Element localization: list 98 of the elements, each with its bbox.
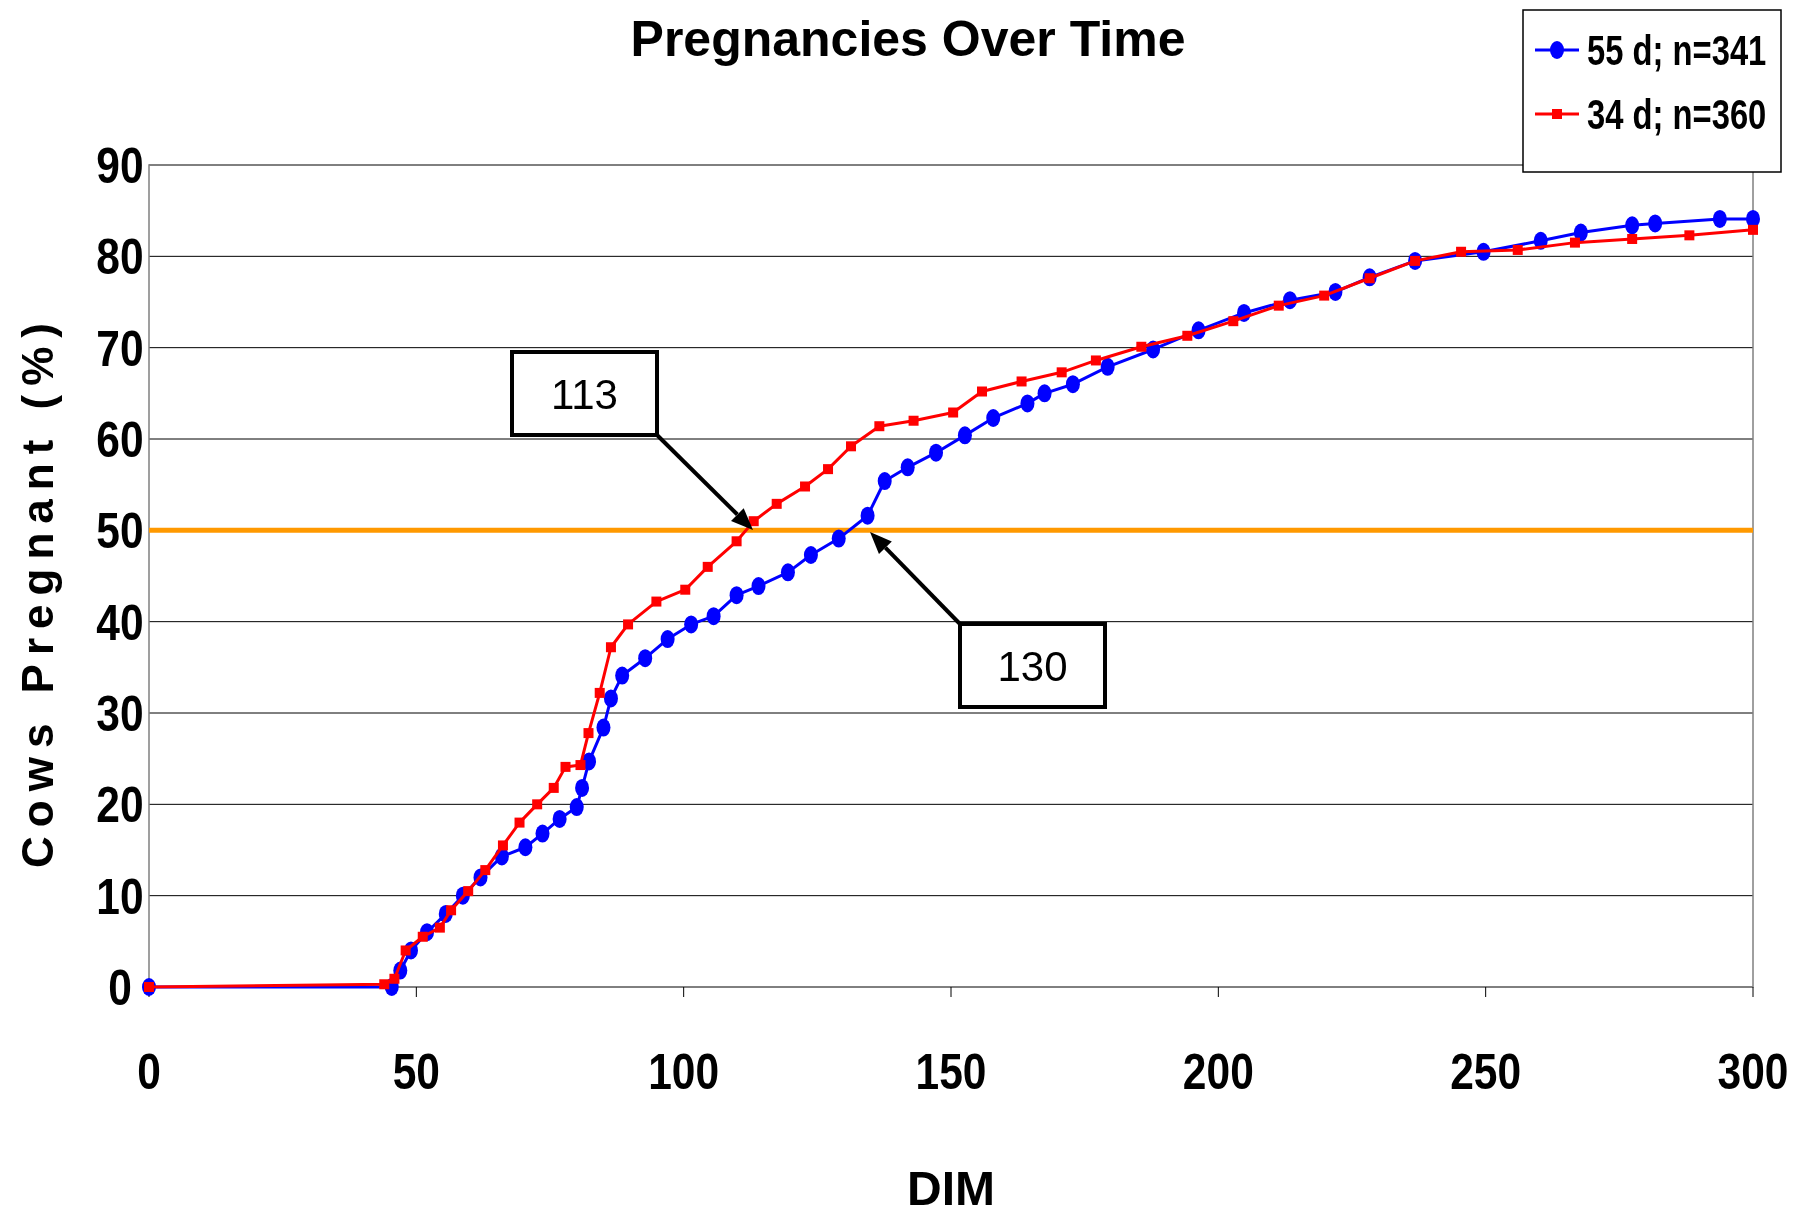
point xyxy=(560,761,571,772)
point xyxy=(1573,223,1588,242)
point xyxy=(463,886,474,897)
point xyxy=(706,607,721,626)
point xyxy=(1627,233,1638,244)
point xyxy=(638,649,653,668)
point xyxy=(1020,394,1035,413)
annotation: 113 xyxy=(551,370,618,418)
point xyxy=(1569,237,1580,248)
y-tick-label: 30 xyxy=(96,685,144,742)
point xyxy=(680,584,691,595)
point xyxy=(1319,290,1330,301)
x-tick-label: 50 xyxy=(392,1043,440,1100)
point xyxy=(389,973,400,984)
x-axis-title: DIM xyxy=(907,1162,995,1215)
point xyxy=(1182,330,1193,341)
point xyxy=(594,687,605,698)
point xyxy=(1748,224,1758,235)
x-tick-label: 150 xyxy=(915,1043,987,1100)
point xyxy=(729,586,744,605)
point xyxy=(497,840,508,851)
point xyxy=(651,596,662,607)
point xyxy=(908,415,919,426)
point xyxy=(803,545,818,564)
point xyxy=(596,718,611,737)
y-tick-label: 60 xyxy=(96,411,144,468)
point xyxy=(434,922,445,933)
point xyxy=(446,905,457,916)
point xyxy=(702,561,713,572)
y-tick-label: 40 xyxy=(96,594,144,651)
point xyxy=(751,577,766,596)
point xyxy=(480,865,491,876)
point xyxy=(400,945,411,956)
legend-label: 34 d; n=360 xyxy=(1587,91,1767,138)
y-tick-label: 0 xyxy=(108,959,132,1016)
point xyxy=(1456,246,1467,257)
point xyxy=(532,799,543,810)
point xyxy=(535,824,550,843)
point xyxy=(575,778,590,797)
point xyxy=(1625,216,1640,235)
point xyxy=(1273,300,1284,311)
point xyxy=(957,426,972,445)
point xyxy=(605,642,616,653)
point xyxy=(548,782,559,793)
point xyxy=(1684,230,1695,241)
x-tick-label: 250 xyxy=(1450,1043,1522,1100)
point xyxy=(1512,244,1523,255)
point xyxy=(660,630,675,649)
point xyxy=(575,760,586,771)
point xyxy=(800,481,811,492)
point xyxy=(948,407,959,418)
point xyxy=(514,817,525,828)
point xyxy=(977,386,988,397)
point xyxy=(518,838,533,857)
point xyxy=(900,458,915,477)
point xyxy=(1037,384,1052,403)
point xyxy=(877,472,892,491)
point xyxy=(379,979,390,990)
point xyxy=(846,441,857,452)
point xyxy=(780,563,795,582)
x-tick-label: 200 xyxy=(1182,1043,1254,1100)
point xyxy=(603,689,618,708)
point xyxy=(569,798,584,817)
point xyxy=(684,615,699,634)
y-tick-label: 80 xyxy=(96,229,144,286)
chart-title: Pregnancies Over Time xyxy=(630,11,1186,67)
point xyxy=(986,408,1001,427)
annotation: 130 xyxy=(997,642,1068,690)
point xyxy=(552,809,567,828)
point xyxy=(1016,376,1027,387)
point xyxy=(860,506,875,525)
point xyxy=(748,516,759,527)
point xyxy=(1648,214,1663,233)
point xyxy=(1065,375,1080,394)
point xyxy=(1136,341,1147,352)
point xyxy=(1228,316,1239,327)
y-tick-label: 50 xyxy=(96,503,144,560)
point xyxy=(831,529,846,548)
point xyxy=(929,443,944,462)
y-tick-label: 10 xyxy=(96,868,144,925)
point xyxy=(1712,209,1727,228)
point xyxy=(874,421,885,432)
point xyxy=(731,536,742,547)
y-tick-label: 90 xyxy=(96,137,144,194)
y-tick-label: 20 xyxy=(96,777,144,834)
x-tick-label: 300 xyxy=(1717,1043,1789,1100)
x-tick-label: 100 xyxy=(648,1043,720,1100)
point xyxy=(771,498,782,509)
point xyxy=(823,464,834,475)
y-axis-title: Cows Pregnant (%) xyxy=(13,314,62,868)
point xyxy=(615,666,630,685)
legend-label: 55 d; n=341 xyxy=(1587,27,1767,74)
point xyxy=(1100,357,1115,376)
y-tick-label: 70 xyxy=(96,320,144,377)
point xyxy=(583,728,594,739)
point xyxy=(623,619,634,630)
point xyxy=(1090,355,1101,366)
point xyxy=(1056,367,1067,378)
